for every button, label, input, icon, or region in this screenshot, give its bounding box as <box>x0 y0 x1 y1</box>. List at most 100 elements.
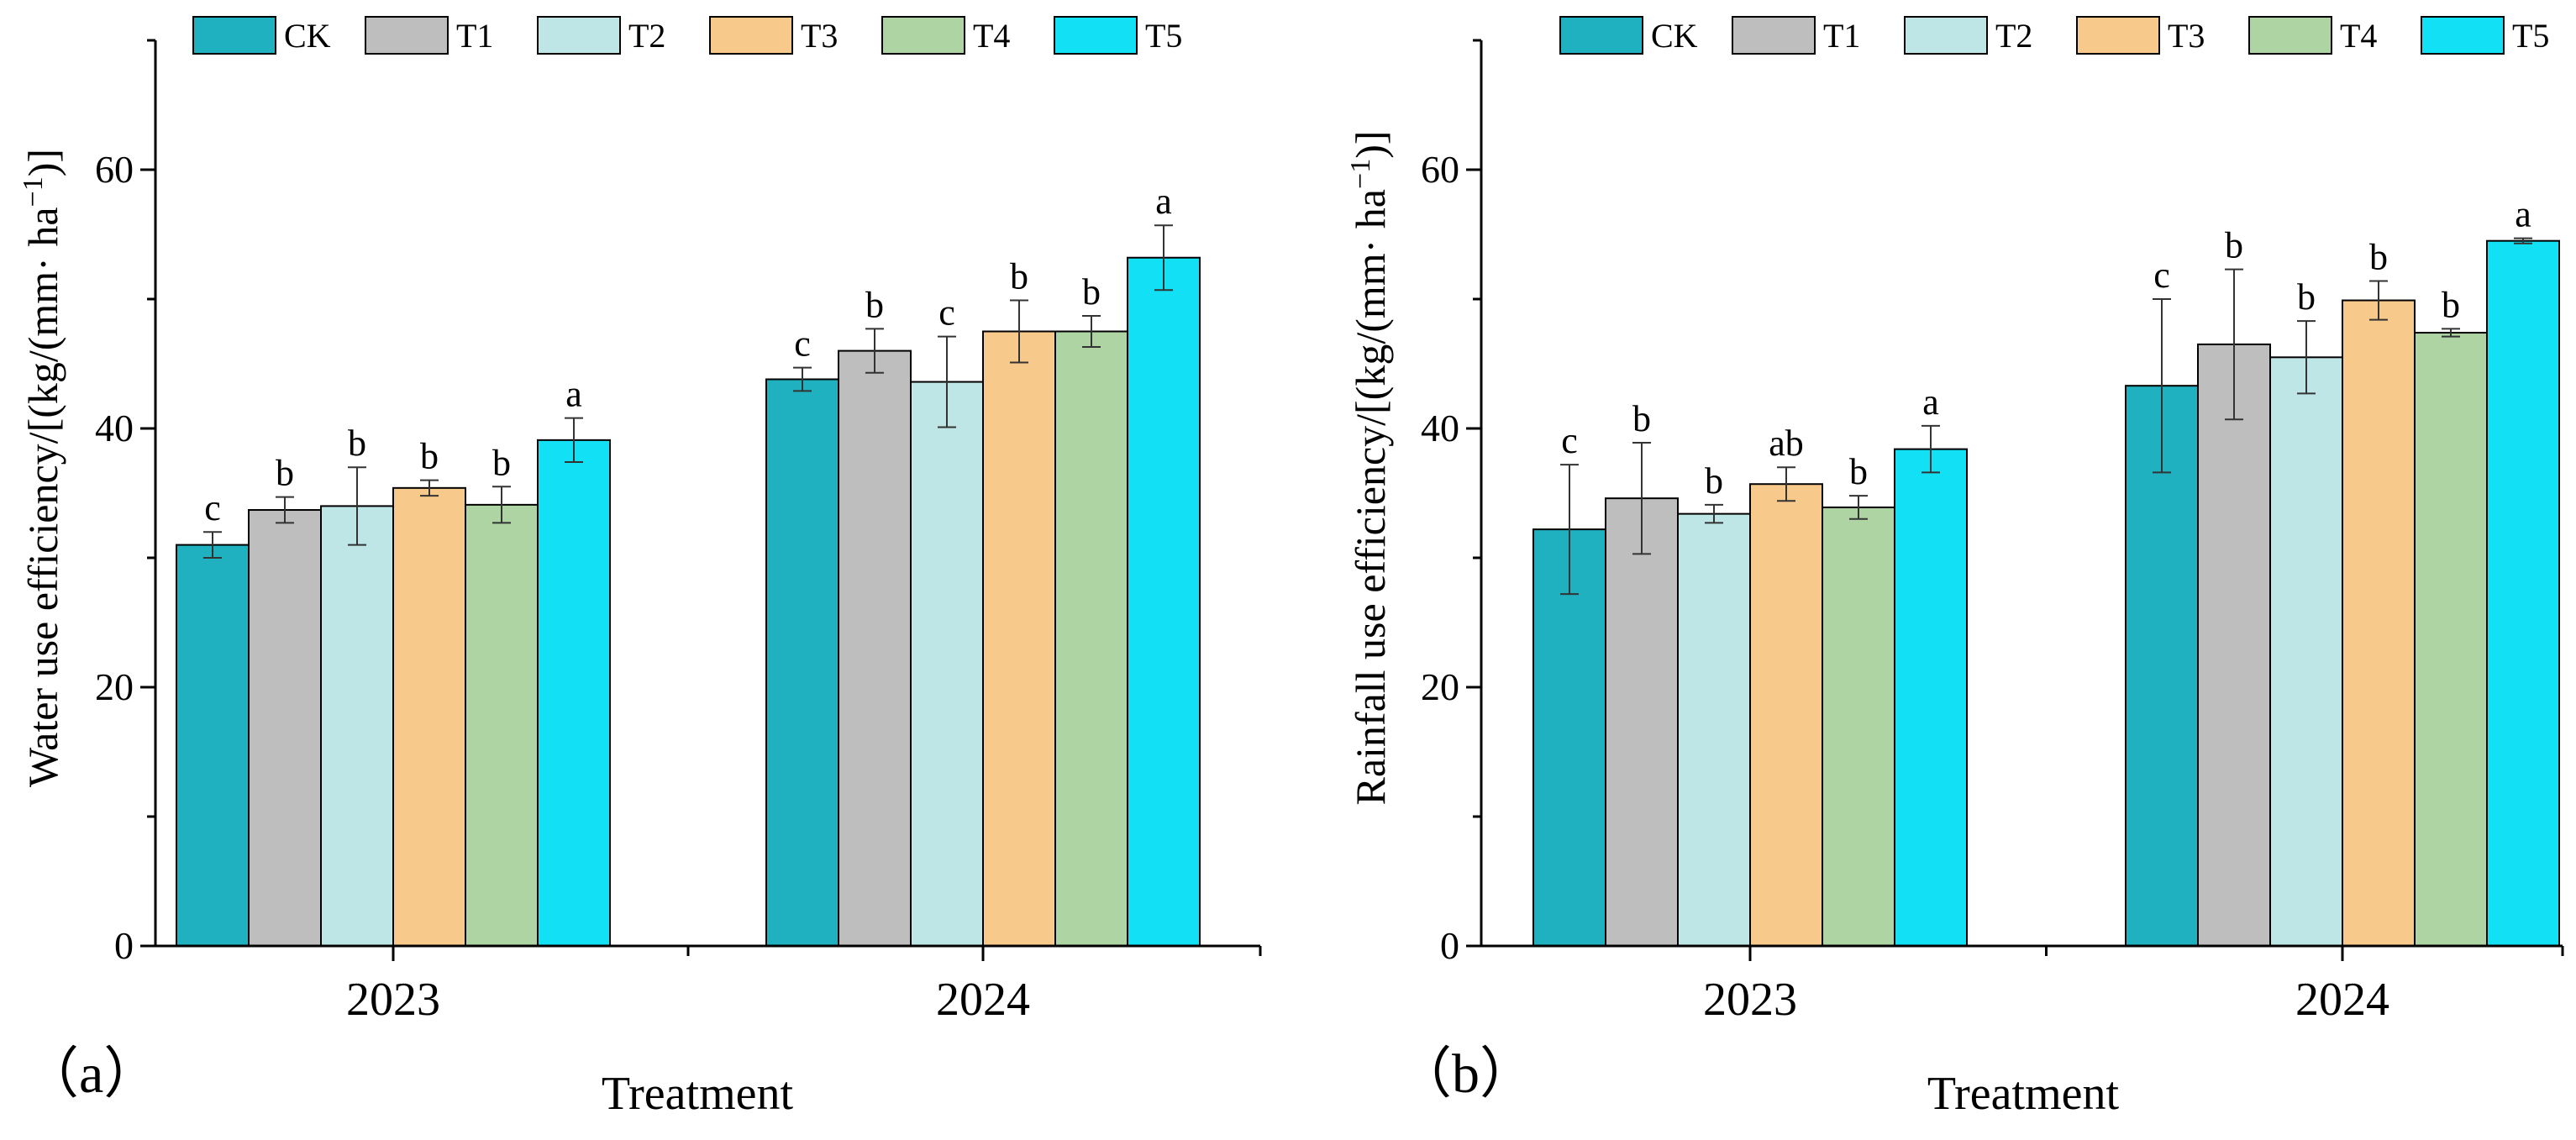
legend-label-T2: T2 <box>1995 17 2032 55</box>
legend-swatch-T1 <box>1732 16 1816 55</box>
legend: CK T1 T2 T3 T4 T5 <box>192 16 1182 55</box>
bar-T3-2023 <box>1749 483 1823 947</box>
significance-letter-T4-2024: b <box>2442 284 2460 325</box>
x-tick-label-2024: 2024 <box>936 974 1030 1026</box>
significance-letter-T4-2024: b <box>1082 271 1101 313</box>
bar-T2-2023 <box>320 505 394 947</box>
y-tick-label-60: 60 <box>95 148 134 191</box>
legend-swatch-T5 <box>1054 16 1138 55</box>
bar-T4-2023 <box>465 503 539 947</box>
y-axis-title-superscript: −1 <box>1345 159 1376 189</box>
bar-T4-2024 <box>2414 332 2488 948</box>
legend-label-T5: T5 <box>1145 17 1182 55</box>
significance-letter-T4-2023: b <box>1849 451 1868 492</box>
significance-letter-T3-2023: ab <box>1769 423 1804 464</box>
chart-panel-b: c c b b b b ab b b b a a 0 20 40 60 2023 2024 Treatment （b）… <box>1345 16 2564 1120</box>
legend-label-T4: T4 <box>973 17 1010 55</box>
legend-label-T3: T3 <box>2168 17 2205 55</box>
bar-CK-2023 <box>176 544 250 947</box>
x-tick-label-2023: 2023 <box>1703 974 1797 1026</box>
significance-letter-T1-2023: b <box>1632 398 1651 439</box>
bar-T1-2024 <box>838 349 912 948</box>
y-axis-title-tail: )] <box>1347 130 1394 158</box>
bar-T4-2023 <box>1822 506 1895 947</box>
y-tick-label-40: 40 <box>95 407 134 449</box>
legend-swatch-T5 <box>2421 16 2505 55</box>
significance-letter-T2-2024: b <box>2297 276 2316 318</box>
significance-letter-T2-2023: b <box>348 423 366 464</box>
x-axis-title: Treatment <box>602 1068 794 1120</box>
legend: CK T1 T2 T3 T4 T5 <box>1559 16 2549 55</box>
legend-swatch-T2 <box>537 16 621 55</box>
significance-letter-T1-2023: b <box>276 453 294 494</box>
legend-label-CK: CK <box>1651 17 1698 55</box>
panel-label: （a） <box>24 1043 159 1105</box>
legend-label-T3: T3 <box>801 17 838 55</box>
significance-letter-CK-2023: c <box>1561 420 1578 461</box>
significance-letter-T5-2023: a <box>1922 381 1939 423</box>
significance-letter-T5-2023: a <box>565 374 582 415</box>
panel-label: （b） <box>1396 1043 1535 1105</box>
bar-CK-2024 <box>765 378 839 948</box>
significance-letter-T2-2023: b <box>1705 460 1723 502</box>
y-axis-title-main: Water use efficiency/[(kg/(mm· ha <box>19 207 66 787</box>
y-axis-title-tail: )] <box>19 149 66 176</box>
y-axis-title: Water use efficiency/[(kg/(mm· ha−1)] <box>18 149 66 787</box>
bar-T2-2023 <box>1677 512 1751 947</box>
significance-letter-T3-2024: b <box>1010 256 1028 297</box>
bar-T2-2024 <box>2269 356 2343 947</box>
bar-T3-2024 <box>982 330 1056 947</box>
legend-swatch-T4 <box>881 16 965 55</box>
bar-CK-2024 <box>2125 385 2199 947</box>
x-tick-label-2023: 2023 <box>346 974 440 1026</box>
y-axis-title-superscript: −1 <box>18 176 49 207</box>
legend-swatch-CK <box>1559 16 1643 55</box>
legend-label-T1: T1 <box>1823 17 1860 55</box>
legend-swatch-T1 <box>365 16 449 55</box>
y-tick-label-20: 20 <box>1421 665 1459 708</box>
legend-swatch-T3 <box>709 16 793 55</box>
bar-T2-2024 <box>910 381 984 947</box>
legend-swatch-T3 <box>2076 16 2160 55</box>
significance-letter-T5-2024: a <box>1155 181 1172 222</box>
significance-letter-CK-2024: c <box>2153 255 2170 296</box>
bar-T4-2024 <box>1054 330 1128 947</box>
y-tick-label-0: 0 <box>114 924 134 967</box>
bar-CK-2023 <box>1532 528 1606 947</box>
legend-label-CK: CK <box>284 17 331 55</box>
significance-letter-T1-2024: b <box>865 284 884 325</box>
significance-letter-T4-2023: b <box>492 442 511 483</box>
bar-T1-2024 <box>2197 343 2271 947</box>
x-tick-label-2024: 2024 <box>2295 974 2389 1026</box>
bar-T1-2023 <box>1605 497 1679 947</box>
bar-T3-2023 <box>392 486 466 947</box>
bar-T3-2024 <box>2342 299 2416 948</box>
significance-letter-CK-2023: c <box>204 487 221 528</box>
legend-swatch-CK <box>192 16 276 55</box>
significance-letter-T1-2024: b <box>2225 225 2243 266</box>
legend-label-T4: T4 <box>2340 17 2377 55</box>
legend-swatch-T4 <box>2248 16 2332 55</box>
y-axis-title-main: Rainfall use efficiency/[(kg/(mm· ha <box>1347 189 1394 806</box>
significance-letter-CK-2024: c <box>794 323 811 365</box>
bar-T5-2023 <box>1894 448 1968 947</box>
bar-T5-2024 <box>1127 256 1201 948</box>
y-tick-label-0: 0 <box>1440 924 1459 967</box>
y-tick-label-20: 20 <box>95 665 134 708</box>
y-tick-label-40: 40 <box>1421 407 1459 449</box>
y-axis-title: Rainfall use efficiency/[(kg/(mm· ha−1)] <box>1345 130 1394 805</box>
legend-label-T5: T5 <box>2512 17 2549 55</box>
legend-label-T2: T2 <box>628 17 665 55</box>
bar-T1-2023 <box>248 509 322 947</box>
significance-letter-T2-2024: c <box>938 292 955 334</box>
significance-letter-T3-2023: b <box>420 436 439 477</box>
legend-label-T1: T1 <box>456 17 493 55</box>
significance-letter-T3-2024: b <box>2369 236 2388 277</box>
y-tick-label-60: 60 <box>1421 148 1459 191</box>
legend-swatch-T2 <box>1904 16 1988 55</box>
bar-T5-2023 <box>537 439 611 947</box>
chart-panel-a: c c b b b c b b b b a a 0 20 40 60 2023 2024 Treatment （a） W… <box>18 16 1262 1120</box>
significance-letter-T5-2024: a <box>2515 194 2531 235</box>
bar-T5-2024 <box>2486 239 2560 947</box>
